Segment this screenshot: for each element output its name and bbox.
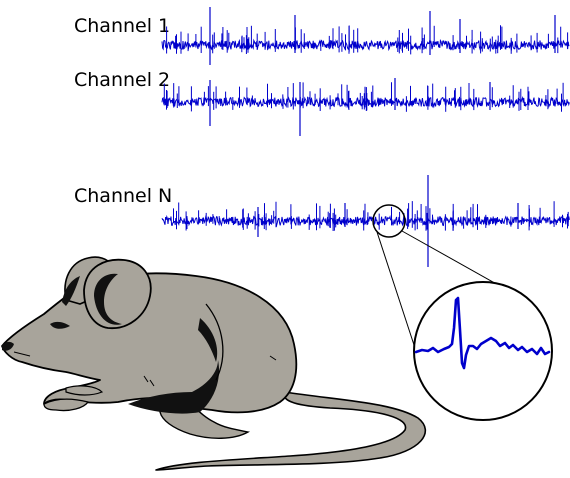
channel-2-label: Channel 2	[74, 69, 170, 91]
zoom-line-left	[376, 231, 416, 349]
channel-n-label: Channel N	[74, 185, 172, 207]
trace-noise	[161, 96, 570, 109]
mouse-illustration	[1, 256, 427, 471]
trace-noise	[161, 214, 570, 228]
zoom-source-circle	[372, 204, 406, 238]
channel-1-label: Channel 1	[74, 15, 170, 37]
channel-1-trace	[161, 7, 570, 65]
channel-2-trace	[161, 78, 570, 136]
magnified-spike	[413, 281, 553, 421]
channel-n-trace	[161, 175, 570, 267]
